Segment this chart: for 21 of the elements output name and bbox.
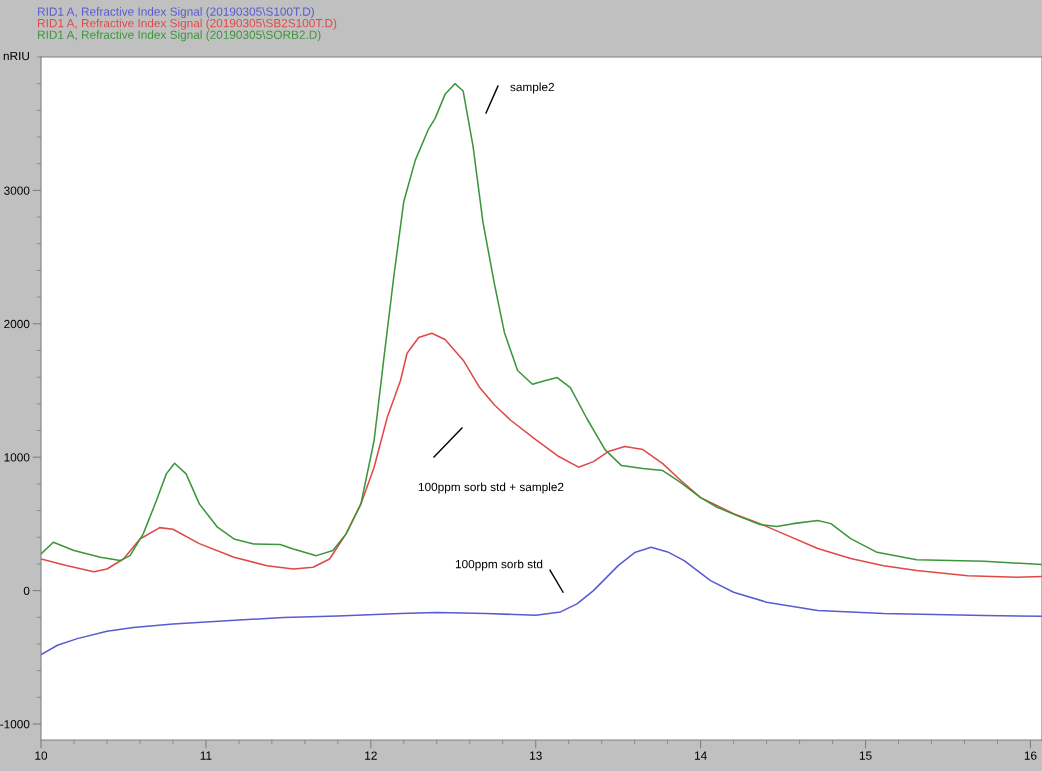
line-series <box>41 332 1042 579</box>
x-tick-label: 11 <box>200 751 212 760</box>
x-tick-label: 14 <box>694 751 707 760</box>
y-tick-label: 3000 <box>4 186 30 195</box>
text: RID1 A, Refractive Index Signal (20190305\S100T.D) <box>38 7 314 19</box>
x-tick-label: 16 <box>1024 751 1037 760</box>
annotation: 100ppm sorb std <box>455 559 543 571</box>
y-tick-label: 0 <box>23 586 30 595</box>
text: RID1 A, Refractive Index Signal (20190305\SORB2.D) <box>38 30 321 42</box>
text: RID1 A, Refractive Index Signal (20190305\SB2S100T.D) <box>38 18 337 30</box>
y-tick-label: -1000 <box>0 720 30 729</box>
annotation: sample2 <box>510 82 554 94</box>
x-tick-label: 15 <box>859 751 872 760</box>
line-series <box>41 546 1042 656</box>
x-tick-label: 13 <box>530 751 542 760</box>
y-tick-label: 2000 <box>4 319 30 329</box>
x-tick-label: 12 <box>365 751 377 760</box>
annotation: 100ppm sorb std + sample2 <box>418 482 564 494</box>
y-tick-label: 1000 <box>4 453 30 462</box>
x-tick-label: 10 <box>35 751 48 760</box>
y-axis-title: nRIU <box>3 51 29 61</box>
